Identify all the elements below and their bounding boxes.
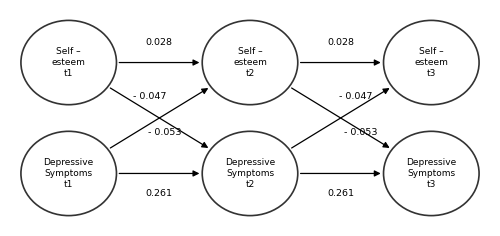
Ellipse shape (21, 20, 116, 105)
Ellipse shape (202, 131, 298, 216)
Text: Self –
esteem
t3: Self – esteem t3 (414, 47, 448, 78)
Text: Depressive
Symptoms
t2: Depressive Symptoms t2 (225, 158, 275, 189)
Text: - 0.047: - 0.047 (133, 93, 166, 101)
Ellipse shape (202, 20, 298, 105)
Text: 0.261: 0.261 (327, 189, 354, 198)
Text: Depressive
Symptoms
t1: Depressive Symptoms t1 (44, 158, 94, 189)
Ellipse shape (384, 131, 479, 216)
Text: - 0.053: - 0.053 (344, 128, 377, 137)
Ellipse shape (21, 131, 116, 216)
Text: Self –
esteem
t1: Self – esteem t1 (52, 47, 86, 78)
Text: Self –
esteem
t2: Self – esteem t2 (233, 47, 267, 78)
Text: 0.261: 0.261 (146, 189, 173, 198)
Text: Depressive
Symptoms
t3: Depressive Symptoms t3 (406, 158, 456, 189)
Text: - 0.053: - 0.053 (148, 128, 181, 137)
Text: 0.028: 0.028 (327, 38, 354, 47)
Ellipse shape (384, 20, 479, 105)
Text: 0.028: 0.028 (146, 38, 173, 47)
Text: - 0.047: - 0.047 (338, 93, 372, 101)
